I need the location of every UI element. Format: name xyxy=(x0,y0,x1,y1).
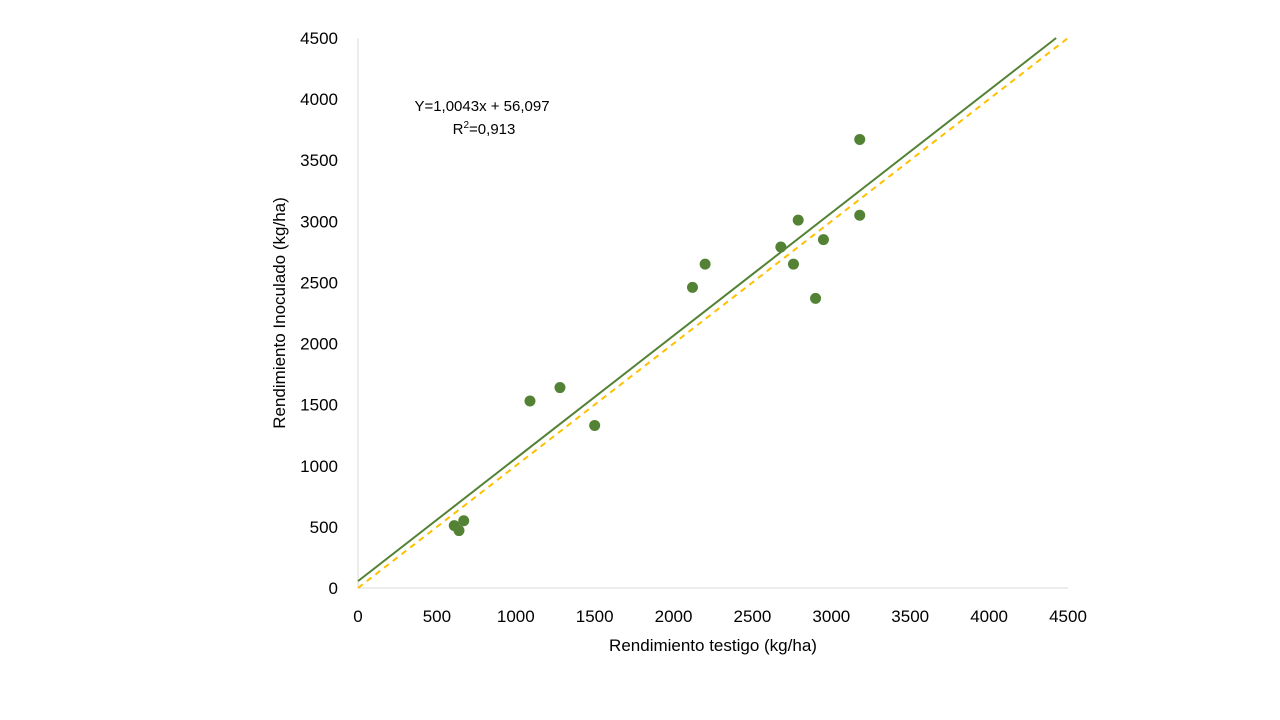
y-tick-label: 500 xyxy=(310,518,338,537)
y-tick-label: 4000 xyxy=(300,90,338,109)
r-squared-value: =0,913 xyxy=(469,121,515,138)
y-tick-label: 4500 xyxy=(300,29,338,48)
x-tick-label: 2000 xyxy=(655,607,693,626)
y-tick-label: 1000 xyxy=(300,457,338,476)
x-tick-label: 1000 xyxy=(497,607,535,626)
data-point xyxy=(453,525,465,537)
data-points xyxy=(448,133,866,537)
x-tick-label: 500 xyxy=(423,607,451,626)
y-tick-label: 2500 xyxy=(300,273,338,292)
x-tick-label: 3000 xyxy=(812,607,850,626)
y-tick-label: 2000 xyxy=(300,335,338,354)
axes xyxy=(357,38,1068,589)
r-squared-prefix: R xyxy=(453,121,464,138)
data-point xyxy=(554,382,566,394)
x-tick-label: 3500 xyxy=(891,607,929,626)
x-tick-label: 4000 xyxy=(970,607,1008,626)
x-axis-title: Rendimiento testigo (kg/ha) xyxy=(609,636,817,655)
data-point xyxy=(854,133,866,145)
data-point xyxy=(524,395,536,407)
y-axis-title: Rendimiento Inoculado (kg/ha) xyxy=(270,197,289,429)
x-tick-label: 0 xyxy=(353,607,362,626)
y-tick-labels: 0 500 1000 1500 2000 2500 3000 3500 4000 4500 xyxy=(300,29,338,598)
y-tick-label: 0 xyxy=(329,579,338,598)
data-point xyxy=(686,281,698,293)
trend-lines xyxy=(357,37,1069,589)
y-tick-label: 3500 xyxy=(300,151,338,170)
data-point xyxy=(589,419,601,431)
data-point xyxy=(854,209,866,221)
r-squared-label: R2=0,913 xyxy=(453,120,516,138)
data-point xyxy=(810,292,822,304)
regression-equation: Y=1,0043x + 56,097 xyxy=(414,98,549,115)
reference-line-1to1 xyxy=(357,37,1069,589)
data-point xyxy=(775,241,787,253)
x-tick-labels: 0 500 1000 1500 2000 2500 3000 3500 4000 4500 xyxy=(353,607,1087,626)
x-tick-label: 4500 xyxy=(1049,607,1087,626)
r-squared-superscript: 2 xyxy=(463,120,469,131)
regression-line xyxy=(357,37,1057,582)
data-point xyxy=(817,234,829,246)
x-tick-label: 2500 xyxy=(734,607,772,626)
y-tick-label: 1500 xyxy=(300,396,338,415)
data-point xyxy=(458,515,470,527)
x-tick-label: 1500 xyxy=(576,607,614,626)
y-tick-label: 3000 xyxy=(300,212,338,231)
data-point xyxy=(787,258,799,270)
data-point xyxy=(792,214,804,226)
data-point xyxy=(699,258,711,270)
